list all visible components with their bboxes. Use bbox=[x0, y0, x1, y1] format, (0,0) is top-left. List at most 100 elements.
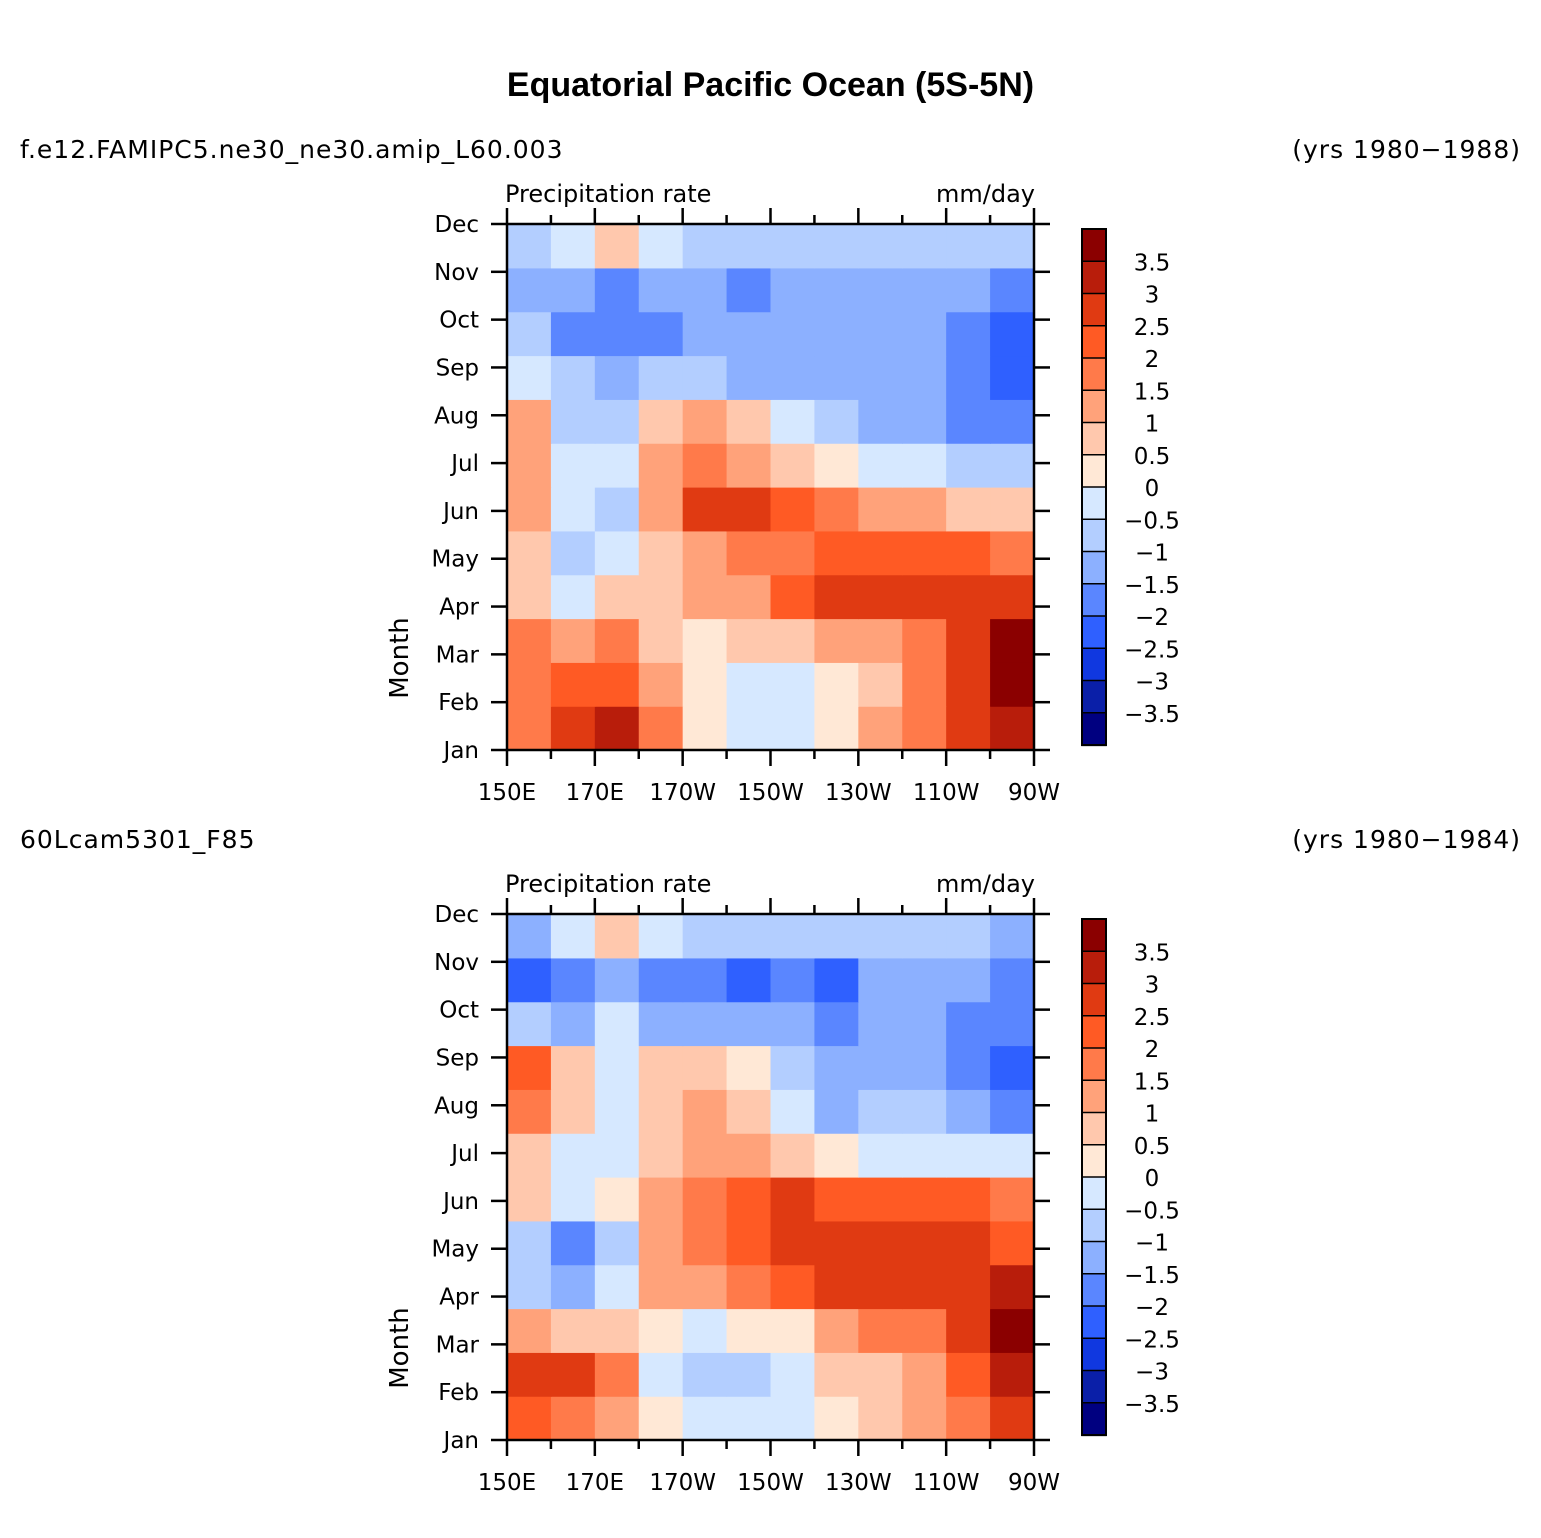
heatmap-cell bbox=[990, 355, 1035, 400]
heatmap-cell bbox=[726, 706, 772, 751]
heatmap-cell bbox=[507, 487, 552, 532]
heatmap-cell bbox=[682, 914, 728, 959]
heatmap-cell bbox=[594, 618, 640, 663]
x-tick-label: 170E bbox=[566, 1470, 624, 1496]
heatmap-cell bbox=[594, 1177, 640, 1222]
heatmap-cell bbox=[594, 487, 640, 532]
heatmap-cell bbox=[550, 1133, 596, 1178]
heatmap-cell bbox=[858, 487, 903, 532]
heatmap-cell bbox=[507, 1133, 552, 1178]
heatmap-cell bbox=[682, 267, 728, 313]
heatmap-cell bbox=[902, 443, 947, 488]
heatmap-cell bbox=[946, 662, 991, 707]
heatmap-cell bbox=[507, 355, 552, 400]
heatmap-cell bbox=[814, 1001, 859, 1047]
years-2: (yrs 1980−1984) bbox=[1292, 825, 1521, 854]
heatmap-cell bbox=[682, 957, 728, 1003]
heatmap-cell bbox=[507, 399, 552, 444]
heatmap-cell bbox=[550, 1220, 596, 1266]
heatmap-cell bbox=[770, 1308, 816, 1353]
heatmap-cell bbox=[770, 224, 816, 269]
heatmap-cell bbox=[902, 487, 947, 532]
heatmap-cell bbox=[902, 1089, 947, 1134]
heatmap-cell bbox=[638, 1089, 684, 1134]
heatmap-cell bbox=[770, 487, 816, 532]
heatmap-cell bbox=[507, 267, 552, 313]
heatmap-cell bbox=[902, 1396, 947, 1441]
x-tick-label: 130W bbox=[825, 1470, 892, 1496]
heatmap-cell bbox=[770, 1396, 816, 1441]
heatmap-cell bbox=[770, 1177, 816, 1222]
heatmap-cell bbox=[770, 1264, 816, 1310]
heatmap-cell bbox=[682, 618, 728, 663]
heatmap-cell bbox=[726, 311, 772, 357]
colorbar-bin bbox=[1081, 550, 1107, 585]
heatmap-cell bbox=[990, 224, 1035, 269]
heatmap-cell bbox=[594, 311, 640, 357]
colorbar-bin bbox=[1081, 1337, 1107, 1372]
heatmap-cell bbox=[550, 574, 596, 620]
y-tick-label: Aug bbox=[434, 403, 479, 429]
y-tick-label: Dec bbox=[434, 902, 479, 928]
heatmap-cell bbox=[990, 1089, 1035, 1134]
colorbar-label: −1 bbox=[1135, 541, 1169, 567]
colorbar-label: −2 bbox=[1135, 605, 1169, 631]
hovmoller-panel-1: Precipitation rate mm/day Month Dec Nov Oc… bbox=[385, 180, 1180, 806]
heatmap-cell bbox=[902, 706, 947, 751]
heatmap-cell bbox=[814, 224, 859, 269]
heatmap-cell bbox=[594, 1220, 640, 1266]
heatmap-cell bbox=[858, 355, 903, 400]
heatmap-cell bbox=[902, 311, 947, 357]
colorbar-bin bbox=[1081, 292, 1107, 327]
heatmap-cell bbox=[990, 1308, 1035, 1353]
axes: Dec Nov Oct Sep Aug Jul Jun May Apr Mar Feb Jan 150E… bbox=[431, 208, 1060, 806]
heatmap-cell bbox=[726, 1177, 772, 1222]
y-tick-label: Jul bbox=[449, 451, 479, 477]
heatmap-cell bbox=[814, 1133, 859, 1178]
colorbar-bin bbox=[1081, 1208, 1107, 1243]
heatmap-cell bbox=[858, 1089, 903, 1134]
heatmap-cell bbox=[726, 224, 772, 269]
heatmap-cell bbox=[902, 1133, 947, 1178]
heatmap-cell bbox=[946, 1396, 991, 1441]
colorbar-label: −1.5 bbox=[1124, 573, 1180, 599]
heatmap-cell bbox=[858, 1264, 903, 1310]
heatmap-cell bbox=[638, 1264, 684, 1310]
heatmap-cell bbox=[726, 1089, 772, 1134]
heatmap-cell bbox=[550, 914, 596, 959]
heatmap-cell bbox=[682, 1045, 728, 1090]
heatmap-cell bbox=[550, 662, 596, 707]
heatmap-cell bbox=[726, 914, 772, 959]
y-tick-label: Nov bbox=[434, 260, 479, 286]
heatmap-cell bbox=[638, 1308, 684, 1353]
heatmap-cell bbox=[858, 1352, 903, 1397]
heatmap-cell bbox=[594, 267, 640, 313]
heatmap-cell bbox=[902, 1352, 947, 1397]
heatmap-cell bbox=[990, 618, 1035, 663]
heatmap-cell bbox=[946, 1045, 991, 1090]
heatmap-cell bbox=[814, 618, 859, 663]
heatmap-cell bbox=[550, 399, 596, 444]
heatmap-cell bbox=[990, 399, 1035, 444]
heatmap-cell bbox=[814, 1264, 859, 1310]
colorbar-label: 1.5 bbox=[1134, 379, 1171, 405]
heatmap-cell bbox=[814, 1220, 859, 1266]
axes: Dec Nov Oct Sep Aug Jul Jun May Apr Mar Feb Jan 150E… bbox=[431, 898, 1060, 1496]
colorbar-label: −2.5 bbox=[1124, 637, 1180, 663]
units-label: mm/day bbox=[936, 870, 1035, 898]
heatmap-cell bbox=[682, 311, 728, 357]
heatmap-cell bbox=[946, 443, 991, 488]
heatmap-cell bbox=[594, 914, 640, 959]
y-tick-label: Aug bbox=[434, 1093, 479, 1119]
x-tick-label: 150W bbox=[737, 1470, 804, 1496]
heatmap-cell bbox=[594, 1396, 640, 1441]
heatmap-cell bbox=[594, 1089, 640, 1134]
colorbar-bin bbox=[1081, 615, 1107, 650]
heatmap-cell bbox=[858, 399, 903, 444]
y-tick-label: Nov bbox=[434, 950, 479, 976]
heatmap-cell bbox=[946, 957, 991, 1003]
heatmap-cell bbox=[990, 311, 1035, 357]
heatmap-cell bbox=[902, 267, 947, 313]
colorbar-bin bbox=[1081, 228, 1107, 263]
heatmap-cell bbox=[507, 224, 552, 269]
